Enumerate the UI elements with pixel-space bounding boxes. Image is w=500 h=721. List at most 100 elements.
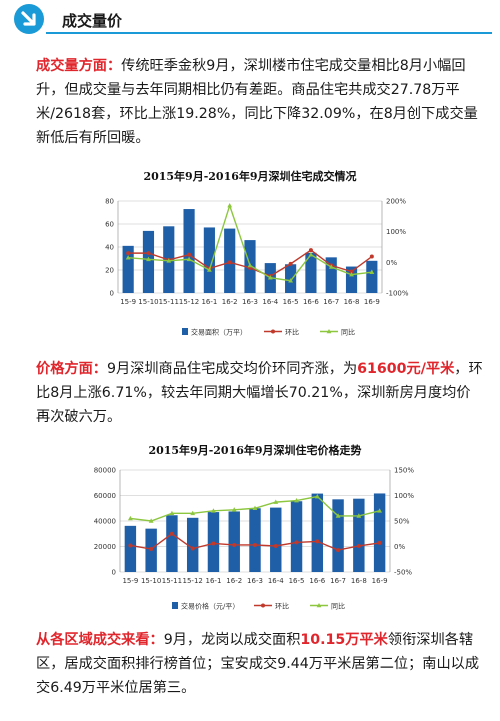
- x-tick-label: 16-8: [344, 298, 360, 306]
- price-chart: 2015年9月-2016年9月深圳住宅价格走势 0 20000 40000 60000 8…: [80, 440, 430, 616]
- bar: [166, 515, 178, 572]
- series-point: [336, 548, 341, 553]
- x-tick-label: 15-11: [162, 577, 182, 585]
- x-tick-label: 16-4: [262, 298, 278, 306]
- x-tick-label: 16-3: [242, 298, 258, 306]
- series-point: [146, 251, 151, 256]
- bar: [366, 260, 378, 293]
- series-point: [314, 493, 320, 499]
- legend-label: 环比: [275, 602, 289, 611]
- series-point: [232, 542, 237, 547]
- y-tick-label: 60000: [94, 492, 116, 500]
- chart-title: 2015年9月-2016年9月深圳住宅价格走势: [148, 443, 361, 457]
- legend-marker: [326, 329, 332, 334]
- series-point: [227, 203, 233, 208]
- district-paragraph: 从各区域成交来看：9月，龙岗以成交面积10.15万平米领衔深圳各辖区，居成交面积…: [36, 628, 484, 700]
- legend-label: 同比: [331, 602, 345, 611]
- bar: [270, 507, 282, 572]
- series-point: [252, 505, 258, 511]
- price-lead: 价格方面：: [36, 361, 107, 377]
- bar: [228, 511, 240, 572]
- bar: [332, 499, 344, 572]
- x-tick-label: 16-6: [309, 577, 325, 585]
- x-tick-label: 16-4: [268, 577, 284, 585]
- bar: [122, 245, 134, 293]
- series-point: [377, 540, 382, 545]
- price-text-b: ，环比8月上涨6.71%，较去年同期大幅增长70.21%，深圳新房月度均价再次破…: [36, 361, 483, 425]
- legend-label: 同比: [341, 328, 355, 337]
- legend-marker: [316, 603, 322, 608]
- series-point: [369, 254, 374, 259]
- series-point: [169, 510, 175, 516]
- x-tick-label: 16-2: [226, 577, 242, 585]
- series-point: [356, 543, 361, 548]
- x-tick-label: 15-12: [179, 298, 199, 306]
- series-point: [126, 251, 131, 256]
- y2-tick-label: 150%: [394, 467, 414, 475]
- series-point: [211, 541, 216, 546]
- x-tick-label: 16-2: [222, 298, 238, 306]
- series-point: [206, 267, 212, 272]
- series-point: [288, 261, 293, 266]
- bar: [249, 508, 261, 572]
- district-area: 10.15万平米: [300, 632, 388, 648]
- bar: [373, 493, 386, 572]
- y2-tick-label: 0%: [394, 543, 405, 551]
- header-divider: [46, 32, 492, 34]
- x-tick-label: 16-7: [330, 577, 346, 585]
- volume-chart: 2015年9月-2016年9月深圳住宅成交情况 0 20 40 60 80 -100% 0% 1…: [90, 163, 420, 345]
- price-text-a: 9月深圳商品住宅成交均价环同齐涨，为: [106, 361, 358, 377]
- y2-tick-label: -100%: [386, 290, 409, 298]
- y-tick-label: 20000: [94, 543, 116, 551]
- bar: [142, 230, 155, 293]
- series-point: [349, 269, 354, 274]
- y2-tick-label: 0%: [386, 259, 397, 267]
- arrow-down-right-icon: [14, 4, 44, 34]
- series-point: [335, 513, 341, 518]
- series-point: [294, 498, 299, 503]
- series-point: [308, 252, 314, 257]
- bar: [290, 501, 303, 572]
- series-point: [369, 269, 375, 274]
- y2-tick-label: 100%: [386, 228, 406, 236]
- y-tick-label: 60: [105, 221, 114, 229]
- y-tick-label: 80000: [94, 467, 116, 475]
- section-header: 成交量价: [0, 0, 500, 40]
- x-tick-label: 16-7: [323, 298, 339, 306]
- price-paragraph: 价格方面：9月深圳商品住宅成交均价环同齐涨，为61600元/平米，环比8月上涨6…: [36, 357, 484, 429]
- series-point: [187, 252, 192, 257]
- series-point: [267, 275, 273, 280]
- chart-title: 2015年9月-2016年9月深圳住宅成交情况: [143, 169, 356, 183]
- y2-tick-label: 200%: [386, 198, 406, 206]
- x-tick-label: 16-9: [364, 298, 380, 306]
- series-point: [166, 258, 172, 263]
- district-text-b: 领衔深圳各辖区，居成交面积排行榜首位；宝安成交9.44万平米居第二位；南山以成交…: [36, 632, 480, 696]
- series-point: [125, 255, 131, 260]
- y-tick-label: 0: [110, 290, 114, 298]
- y-tick-label: 80: [105, 198, 114, 206]
- series-point: [231, 507, 237, 512]
- series-point: [288, 278, 294, 283]
- series-point: [253, 542, 257, 547]
- x-tick-label: 16-3: [247, 577, 263, 585]
- bar: [311, 493, 324, 572]
- series-point: [186, 256, 192, 262]
- district-lead: 从各区域成交来看：: [36, 632, 164, 648]
- x-tick-label: 16-8: [351, 577, 367, 585]
- legend-marker: [261, 603, 265, 608]
- series-point: [148, 518, 154, 523]
- legend-label: 交易价格（元/平）: [181, 602, 239, 611]
- district-text-a: 9月，龙岗以成交面积: [163, 632, 301, 648]
- price-chart-svg: 2015年9月-2016年9月深圳住宅价格走势 0 20000 40000 60000 8…: [94, 443, 415, 611]
- x-tick-label: 16-9: [372, 577, 388, 585]
- x-tick-label: 16-6: [303, 298, 319, 306]
- series-point: [127, 515, 133, 521]
- y2-tick-label: -50%: [394, 569, 412, 577]
- x-tick-label: 15-11: [159, 298, 179, 306]
- volume-lead: 成交量方面：: [36, 58, 122, 74]
- series-point: [169, 531, 174, 536]
- bar: [305, 252, 317, 293]
- y-tick-label: 40000: [94, 518, 116, 526]
- x-tick-label: 15-10: [138, 298, 158, 306]
- y2-tick-label: 50%: [394, 518, 410, 526]
